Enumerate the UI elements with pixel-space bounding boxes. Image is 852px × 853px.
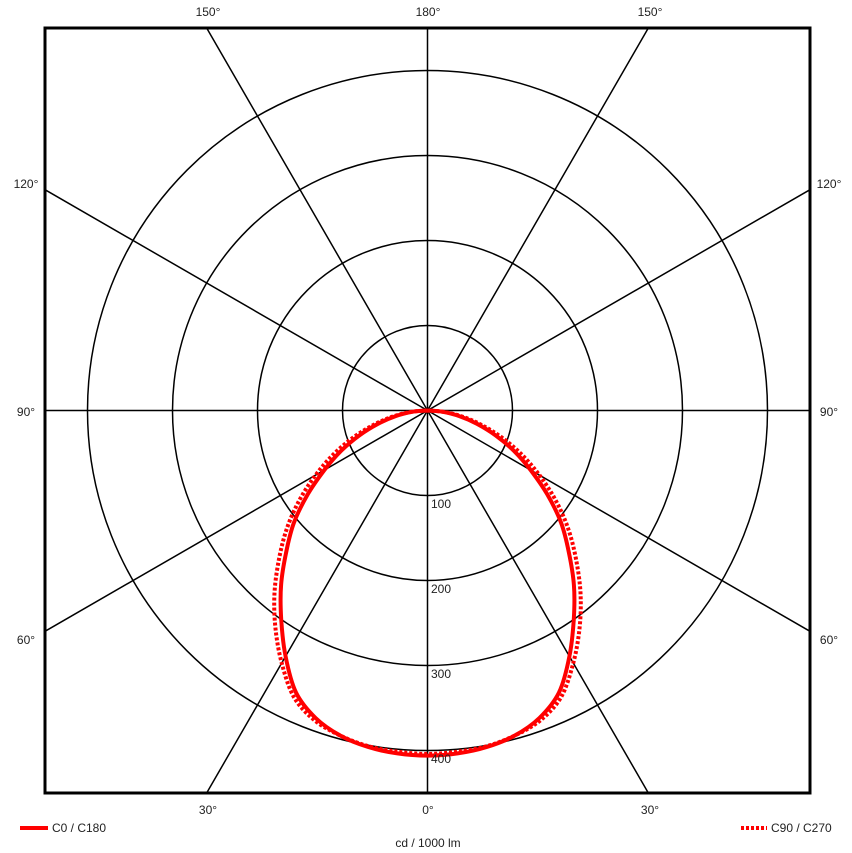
radial-tick-300: 300	[431, 667, 451, 681]
radial-tick-200: 200	[431, 582, 451, 596]
series-curve-c90-c270	[272, 408, 583, 756]
angle-label-bottom-0: 0°	[422, 803, 434, 817]
plot-frame	[43, 26, 812, 795]
radial-tick-400: 400	[431, 752, 451, 766]
angle-label-bottom-30-right: 30°	[641, 803, 659, 817]
angle-label-left-90: 90°	[17, 405, 35, 419]
angle-label-bottom-30-left: 30°	[199, 803, 217, 817]
angle-labels: 150° 180° 150° 120° 90° 60° 120° 90° 60°…	[14, 5, 842, 817]
unit-label: cd / 1000 lm	[395, 836, 460, 850]
legend: C0 / C180 C90 / C270	[20, 821, 832, 835]
angle-label-top-180: 180°	[416, 5, 441, 19]
angle-label-top-150-left: 150°	[196, 5, 221, 19]
radial-tick-labels: 100 200 300 400	[431, 497, 451, 766]
angle-label-right-60: 60°	[820, 633, 838, 647]
series-curve-c0-c180	[278, 408, 577, 758]
legend-label-c90-c270: C90 / C270	[771, 821, 832, 835]
legend-label-c0-c180: C0 / C180	[52, 821, 106, 835]
angle-label-left-60: 60°	[17, 633, 35, 647]
angle-label-top-150-right: 150°	[638, 5, 663, 19]
angle-label-left-120: 120°	[14, 177, 39, 191]
radial-tick-100: 100	[431, 497, 451, 511]
angle-label-right-90: 90°	[820, 405, 838, 419]
intensity-curves	[272, 408, 583, 758]
angle-label-right-120: 120°	[817, 177, 842, 191]
